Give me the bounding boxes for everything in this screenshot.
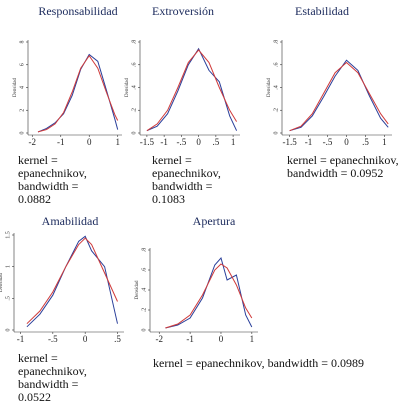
y-tick-label: .4: [141, 288, 147, 293]
x-tick-label: .5: [114, 334, 121, 344]
density-line: [289, 61, 389, 132]
y-tick-label: 1.5: [5, 231, 11, 239]
chart-title: Apertura: [193, 214, 236, 228]
y-tick-label: .8: [141, 248, 147, 253]
x-tick-label: -1: [305, 137, 313, 147]
y-tick-label: .2: [141, 308, 147, 313]
density-line: [146, 47, 238, 132]
x-tick-label: 0: [196, 137, 201, 147]
x-tick-label: 0: [87, 137, 92, 147]
x-tick-label: 1: [115, 137, 120, 147]
density-line: [289, 59, 389, 132]
y-tick-label: .6: [273, 63, 279, 68]
x-tick-label: -2: [29, 137, 37, 147]
y-tick-label: .5: [5, 296, 11, 301]
x-tick-label: -1.5: [140, 137, 155, 147]
y-tick-label: .8: [131, 40, 137, 45]
kernel-note: kernel = epanechnikov, bandwidth = 0.095…: [287, 153, 399, 180]
y-tick-label: 0: [131, 132, 137, 135]
density-line: [146, 49, 238, 132]
y-axis-label: Densidad: [267, 78, 272, 97]
x-tick-label: -1.5: [282, 137, 297, 147]
y-axis-label: Densidad: [13, 78, 18, 97]
x-tick-label: 0: [83, 334, 88, 344]
density-line: [165, 263, 253, 329]
x-tick-label: -1: [17, 334, 25, 344]
x-tick-label: .5: [362, 137, 369, 147]
y-tick-label: .4: [273, 85, 279, 90]
y-axis-label: Densidad: [135, 280, 140, 299]
density-line: [37, 54, 119, 133]
x-tick-label: -1: [57, 137, 65, 147]
density-line: [26, 235, 118, 328]
kernel-note: kernel = epanechnikov, bandwidth = 0.088…: [18, 153, 87, 206]
y-tick-label: 2: [19, 109, 25, 112]
y-tick-label: 8: [19, 41, 25, 44]
x-tick-label: 0: [344, 137, 349, 147]
x-tick-label: 1: [250, 334, 255, 344]
chart-title: Extroversión: [152, 4, 214, 18]
y-tick-label: .4: [131, 85, 137, 90]
y-tick-label: 0: [273, 132, 279, 135]
y-tick-label: 0: [141, 329, 147, 332]
chart-title: Amabilidad: [42, 214, 99, 228]
kernel-note: kernel = epanechnikov, bandwidth = 0.098…: [153, 356, 365, 370]
y-tick-label: 4: [19, 86, 25, 89]
chart-title: Estabilidad: [295, 4, 349, 18]
kernel-note: kernel = epanechnikov, bandwidth = 0.108…: [152, 153, 221, 206]
y-tick-label: 1: [5, 265, 11, 268]
x-tick-label: -.5: [323, 137, 333, 147]
y-tick-label: .6: [141, 268, 147, 273]
y-tick-label: 0: [5, 329, 11, 332]
kernel-note: kernel = epanechnikov, bandwidth = 0.052…: [18, 351, 87, 401]
density-line: [37, 53, 119, 133]
x-tick-label: 1: [382, 137, 387, 147]
chart-title: Responsabilidad: [38, 4, 117, 18]
y-axis-label: Densidad: [0, 273, 4, 292]
y-tick-label: 6: [19, 63, 25, 66]
x-tick-label: -1: [186, 334, 194, 344]
x-tick-label: .5: [212, 137, 219, 147]
x-tick-label: -2: [156, 334, 164, 344]
density-line: [165, 256, 253, 329]
y-tick-label: .2: [131, 108, 137, 113]
y-axis-label: Densidad: [125, 78, 130, 97]
x-tick-label: 0: [219, 334, 224, 344]
y-tick-label: .2: [273, 108, 279, 113]
density-line: [26, 237, 118, 325]
x-tick-label: -.5: [177, 137, 187, 147]
x-tick-label: -.5: [48, 334, 58, 344]
y-tick-label: .6: [131, 63, 137, 68]
x-tick-label: 1: [231, 137, 236, 147]
y-tick-label: .8: [273, 40, 279, 45]
x-tick-label: -1: [160, 137, 168, 147]
y-tick-label: 0: [19, 132, 25, 135]
